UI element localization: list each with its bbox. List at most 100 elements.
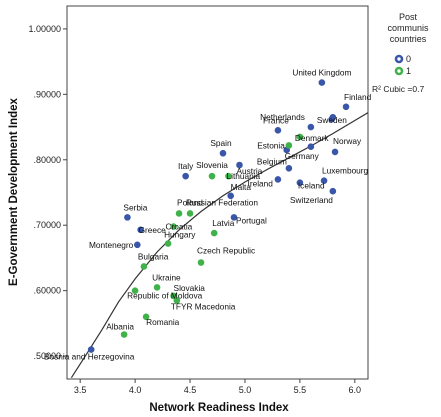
point-label: Ukraine [152,272,181,282]
y-tick-label: .90000 [33,89,61,99]
point-label: Switzerland [290,195,333,205]
data-point-series-0 [124,214,131,221]
data-point-series-0 [320,177,328,185]
data-point-series-0 [342,103,350,111]
y-axis: .50000 .60000 .70000 .80000 .90000 1.00000 [28,24,67,361]
data-point-series-0 [236,161,243,169]
point-label: Bosnia and Herzegovina [44,352,135,362]
data-point-series-1 [285,142,293,149]
fit-line-label: R² Cubic =0.7 [372,84,424,94]
point-label: Italy [178,161,194,171]
y-tick-label: 1.00000 [28,24,61,34]
data-point-series-0 [307,123,315,131]
x-tick-label: 4.5 [184,385,197,395]
point-label: Serbia [123,202,147,212]
data-point-series-0 [137,226,144,234]
point-label: Malta [231,182,252,192]
data-point-series-0 [274,127,282,134]
data-point-series-1 [131,287,139,294]
point-label: Russian Federation [186,197,258,207]
point-label: Lithuania [226,171,260,181]
legend: Post communis countries 0 1 R² Cubic =0.… [372,12,429,94]
point-label: Estonia [257,140,285,150]
point-label: Germany [285,151,320,161]
point-label: Poland [177,197,203,207]
point-label: Greece [139,225,167,235]
data-point-series-1 [120,331,128,338]
data-point-series-0 [227,192,234,200]
legend-label-0: 0 [406,54,411,64]
y-tick-label: .50000 [33,351,61,361]
legend-marker-1 [394,66,404,76]
data-point-series-1 [225,172,232,180]
point-label: Bulgaria [138,251,169,261]
point-label: Sweden [317,115,347,125]
point-label: France [263,115,289,125]
point-label: Austria [236,166,262,176]
data-point-series-1 [140,263,148,270]
data-point-series-0 [331,148,339,156]
point-label: Netherlands [260,112,305,122]
x-tick-label: 5.0 [239,385,252,395]
data-point-series-0 [307,143,315,150]
data-point-series-0 [274,176,282,183]
point-label: Croatia [166,222,193,232]
data-point-series-0 [182,172,189,180]
data-point-series-0 [230,214,238,221]
point-label: Albania [106,322,134,332]
data-point-series-1 [208,172,216,180]
point-label: Iceland [298,181,325,191]
point-label: Slovenia [196,160,228,170]
x-tick-label: 4.0 [129,385,142,395]
data-point-series-1 [197,259,205,266]
data-point-series-1 [142,313,150,321]
x-tick-label: 5.5 [294,385,307,395]
point-label: Luxembourg [322,166,369,176]
point-label: United Kingdom [292,68,351,78]
data-point-series-0 [285,164,293,172]
point-label: Slovakia [174,283,206,293]
data-point-series-1 [153,284,161,291]
point-label: Ireland [248,178,274,188]
point-label: Czech Republic [197,246,255,256]
y-tick-label: .70000 [33,220,61,230]
data-point-series-0 [318,79,326,86]
fit-line-group [70,112,368,379]
data-point-series-0 [328,115,336,123]
point-label: Hungary [164,230,196,240]
data-point-series-1 [170,292,177,300]
legend-marker-0 [394,54,404,64]
x-tick-label: 3.5 [74,385,87,395]
point-label: Norway [333,136,362,146]
legend-title-line-2: communis [387,23,429,33]
point-label: Montenegro [89,240,134,250]
data-point-series-1 [170,223,177,230]
data-point-series-0 [296,179,304,186]
point-label: Romania [146,317,180,327]
point-labels: United Kingdom Finland Sweden NetherlandsFr… [44,68,372,362]
fit-line [70,112,368,379]
x-axis-title: Network Readiness Index [149,402,289,414]
point-label: Finland [344,92,372,102]
data-point-series-0 [329,187,337,195]
data-point-series-1 [186,210,194,217]
y-tick-label: .80000 [33,155,61,165]
data-point-series-0 [134,241,141,249]
x-axis: 3.5 4.0 4.5 5.0 5.5 6.0 [74,379,361,395]
point-label: TFYR Macedonia [171,301,236,311]
point-label: Republic of Moldova [127,291,203,301]
plot-area [66,5,369,380]
point-label: Denmark [295,133,330,143]
x-tick-label: 6.0 [349,385,362,395]
data-point-series-1 [173,297,181,304]
legend-title-line-1: Post [399,12,418,22]
data-point-series-1 [175,210,183,217]
y-tick-label: .60000 [33,286,61,296]
data-point-series-1 [164,240,172,247]
data-point-series-1 [296,133,304,141]
point-label: Spain [210,138,232,148]
data-point-series-1 [210,229,218,237]
point-label: Portugal [236,215,267,225]
point-label: Latvia [212,218,235,228]
